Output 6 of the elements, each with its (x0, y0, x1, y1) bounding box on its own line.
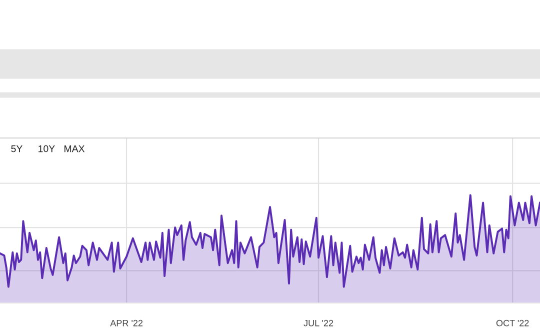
text: 10Y (38, 145, 55, 152)
text: MAX (64, 145, 85, 152)
x-tick-label: JUL '22 (304, 320, 334, 326)
x-tick-label: APR '22 (110, 320, 143, 326)
x-tick-label: OCT '22 (496, 320, 529, 326)
text: 5Y (11, 145, 22, 152)
